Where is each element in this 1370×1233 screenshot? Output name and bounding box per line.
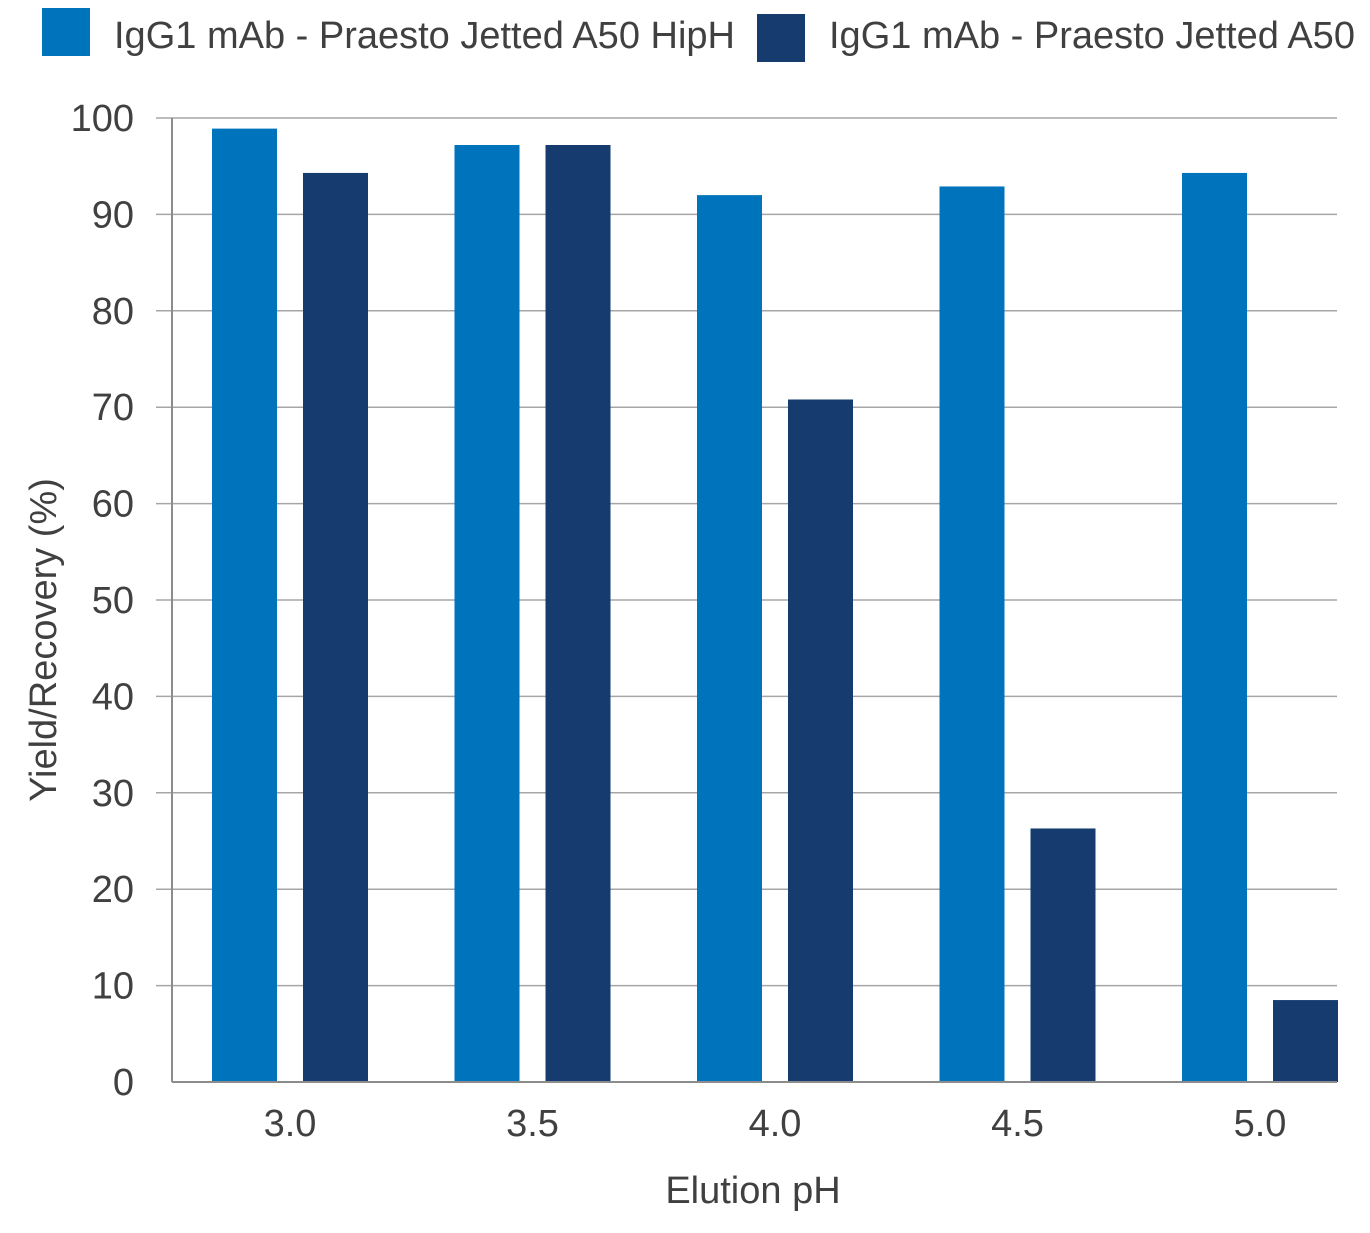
legend-swatch-a50	[757, 14, 805, 62]
y-tick-label: 40	[92, 676, 134, 718]
y-tick-label: 100	[71, 98, 134, 140]
y-tick-label: 80	[92, 291, 134, 333]
bar-hiph-ph-4.0	[697, 195, 762, 1082]
bar-a50-ph-5.0	[1273, 1000, 1338, 1082]
y-tick-label: 70	[92, 387, 134, 429]
x-axis-tick-labels: 3.0 3.5 4.0 4.5 5.0	[264, 1103, 1287, 1145]
bar-hiph-ph-3.5	[454, 144, 520, 1082]
bars	[212, 128, 1338, 1083]
x-tick-label: 4.5	[991, 1103, 1044, 1145]
bar-hiph-ph-3.0	[212, 128, 277, 1082]
x-tick-label: 3.5	[506, 1103, 559, 1145]
legend: IgG1 mAb - Praesto Jetted A50 HipH IgG1 …	[42, 8, 1355, 62]
legend-swatch-hiph	[42, 8, 90, 56]
y-tick-label: 60	[92, 484, 134, 526]
legend-label-a50: IgG1 mAb - Praesto Jetted A50	[829, 15, 1355, 57]
x-tick-label: 5.0	[1234, 1103, 1287, 1145]
bar-a50-ph-4.0	[788, 399, 853, 1082]
y-tick-label: 50	[92, 580, 134, 622]
y-tick-label: 0	[113, 1062, 134, 1104]
bar-hiph-ph-4.5	[939, 186, 1005, 1083]
x-tick-label: 3.0	[264, 1103, 317, 1145]
y-axis-tick-labels: 0 10 20 30 40 50 60 70 80 90 100	[71, 98, 134, 1104]
x-axis-title: Elution pH	[665, 1170, 840, 1212]
bar-a50-ph-3.5	[545, 144, 611, 1082]
bar-a50-ph-4.5	[1030, 828, 1096, 1082]
y-tick-label: 90	[92, 194, 134, 236]
bar-hiph-ph-5.0	[1182, 172, 1247, 1082]
x-tick-label: 4.0	[749, 1103, 802, 1145]
y-tick-label: 20	[92, 869, 134, 911]
y-tick-label: 30	[92, 773, 134, 815]
y-axis-title: Yield/Recovery (%)	[23, 478, 65, 802]
legend-label-hiph: IgG1 mAb - Praesto Jetted A50 HipH	[114, 15, 735, 57]
y-tick-label: 10	[92, 966, 134, 1008]
bar-a50-ph-3.0	[303, 172, 368, 1082]
